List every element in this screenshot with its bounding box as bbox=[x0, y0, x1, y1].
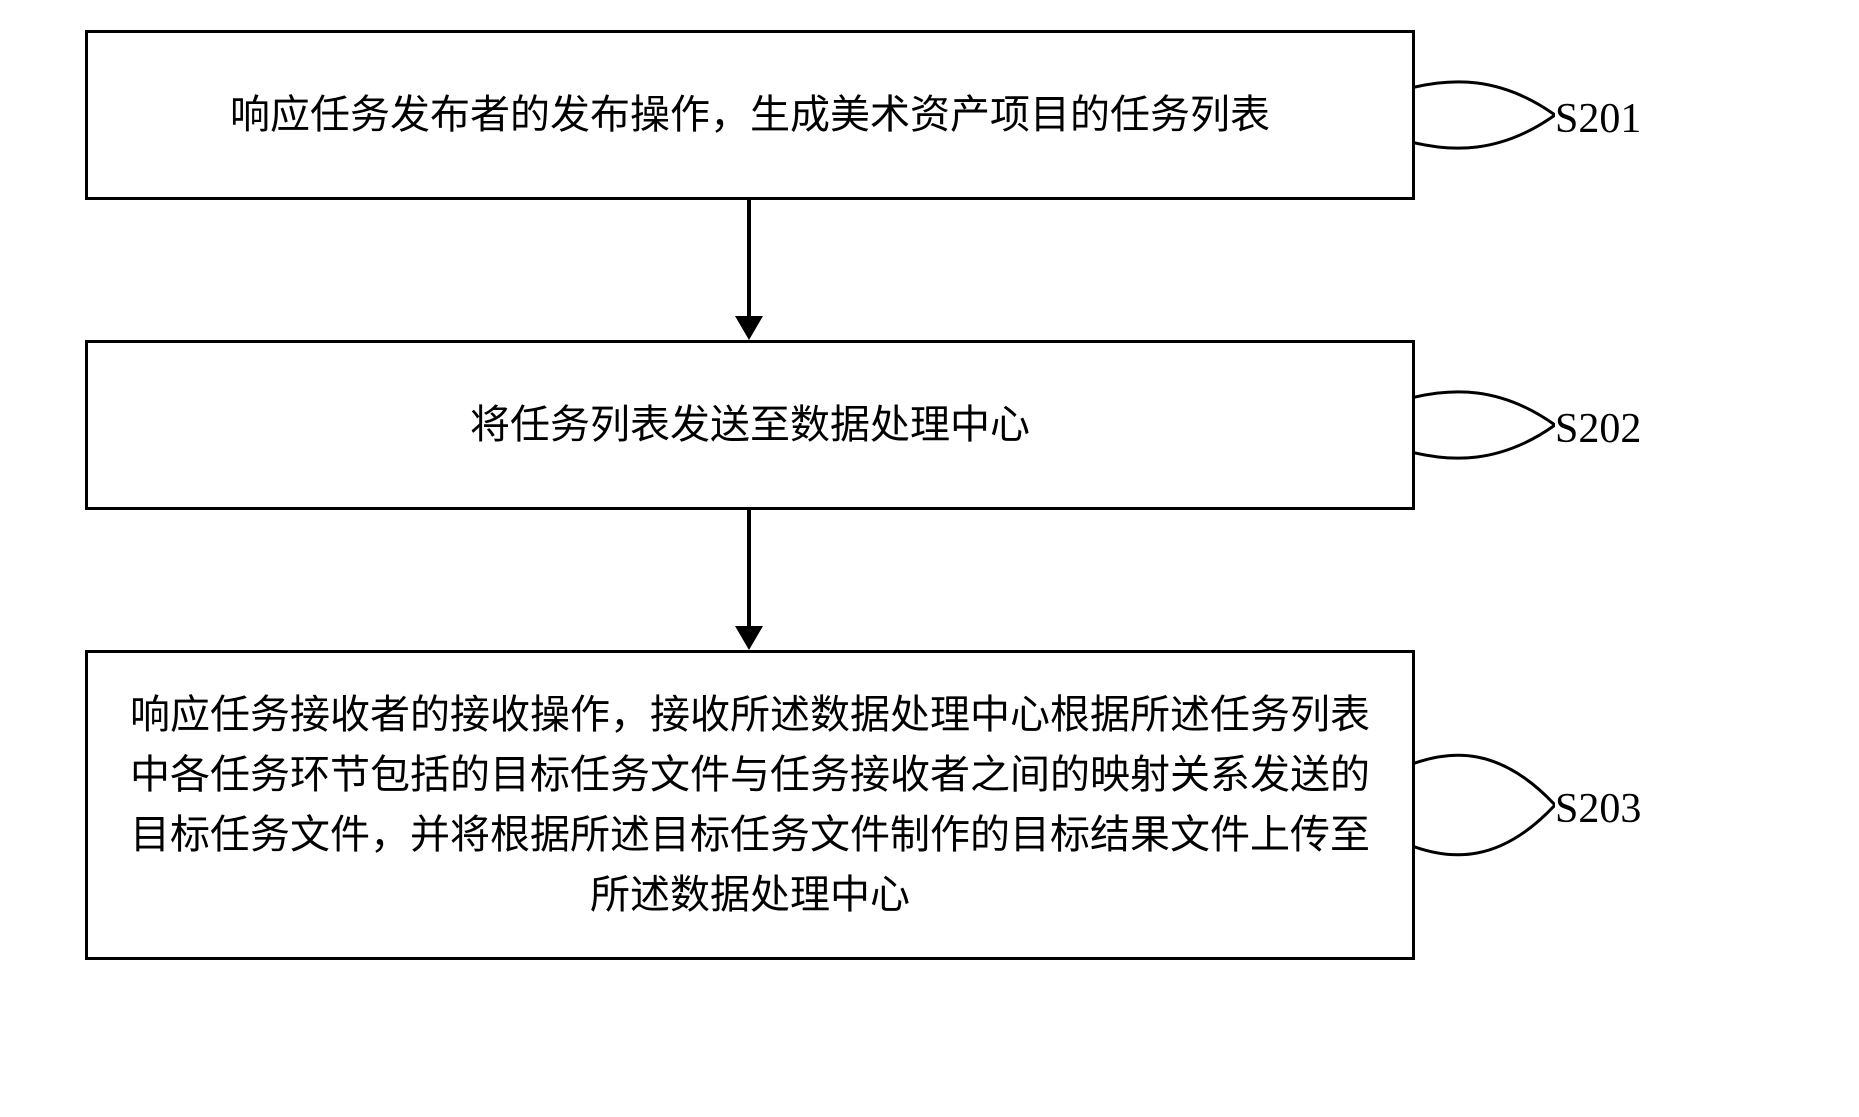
step-box-s201: 响应任务发布者的发布操作，生成美术资产项目的任务列表 bbox=[85, 30, 1415, 200]
arrow-2-shaft bbox=[747, 510, 751, 626]
arrow-1-shaft bbox=[747, 200, 751, 316]
step-text-s203: 响应任务接收者的接收操作，接收所述数据处理中心根据所述任务列表中各任务环节包括的… bbox=[88, 685, 1412, 925]
step-box-s202: 将任务列表发送至数据处理中心 bbox=[85, 340, 1415, 510]
flowchart-canvas: 响应任务发布者的发布操作，生成美术资产项目的任务列表 S201 将任务列表发送至… bbox=[0, 0, 1859, 1117]
connector-s203 bbox=[1415, 745, 1555, 865]
step-box-s203: 响应任务接收者的接收操作，接收所述数据处理中心根据所述任务列表中各任务环节包括的… bbox=[85, 650, 1415, 960]
arrow-1-head bbox=[735, 316, 763, 340]
step-label-s201: S201 bbox=[1555, 95, 1641, 143]
step-text-s201: 响应任务发布者的发布操作，生成美术资产项目的任务列表 bbox=[190, 85, 1310, 145]
step-label-s203: S203 bbox=[1555, 785, 1641, 833]
arrow-2-head bbox=[735, 626, 763, 650]
connector-s202 bbox=[1415, 385, 1555, 465]
step-label-s202: S202 bbox=[1555, 405, 1641, 453]
step-text-s202: 将任务列表发送至数据处理中心 bbox=[430, 395, 1070, 455]
connector-s201 bbox=[1415, 75, 1555, 155]
